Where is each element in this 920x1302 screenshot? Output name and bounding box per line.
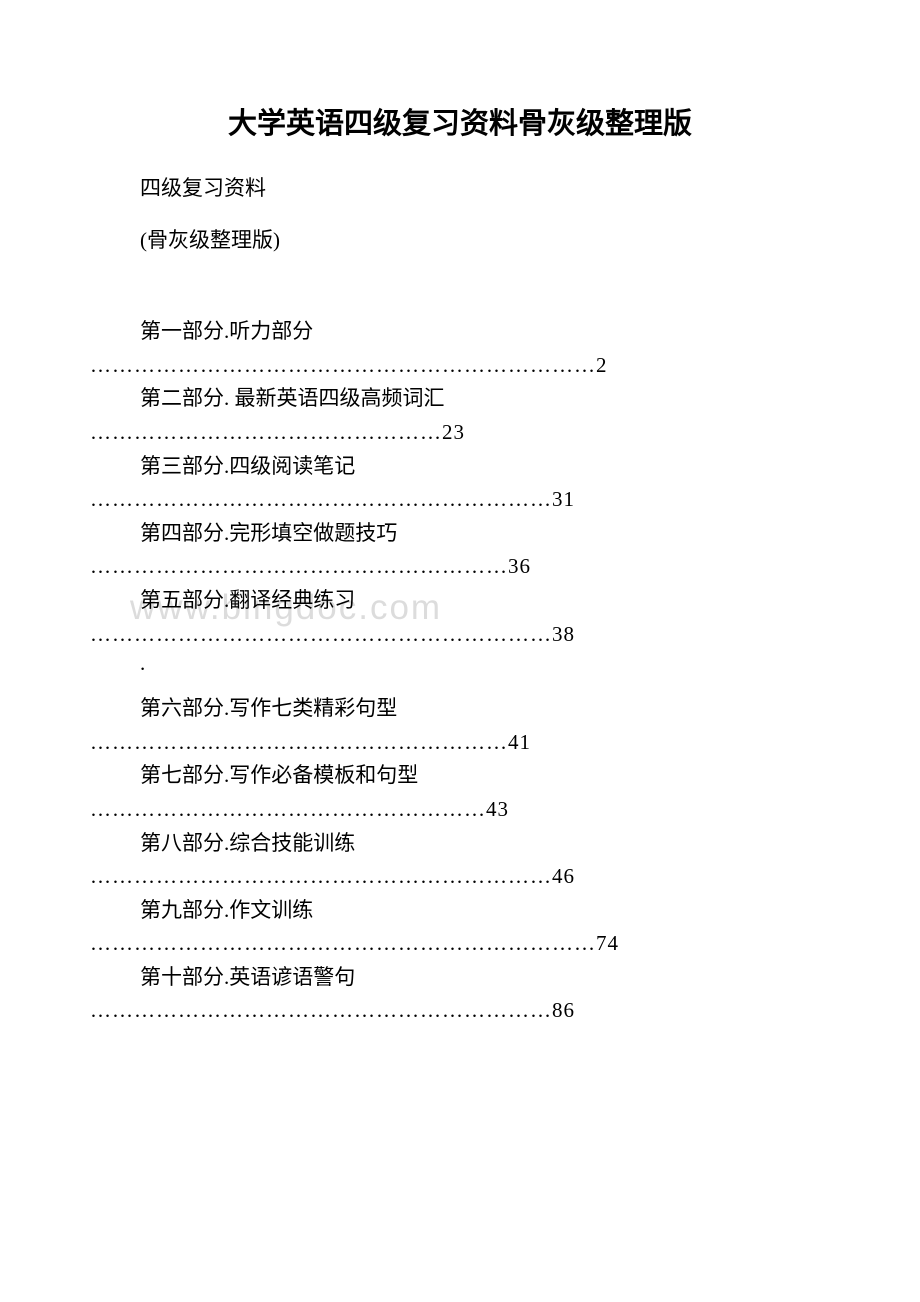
toc-label: 第一部分.听力部分 bbox=[140, 315, 830, 349]
document-title: 大学英语四级复习资料骨灰级整理版 bbox=[90, 100, 830, 142]
toc-dots: ……………………………………………………………74 bbox=[90, 927, 830, 961]
toc-entry-3: 第三部分.四级阅读笔记 ………………………………………………………31 bbox=[90, 450, 830, 517]
toc-entry-8: 第八部分.综合技能训练 ………………………………………………………46 bbox=[90, 827, 830, 894]
toc-label: 第六部分.写作七类精彩句型 bbox=[140, 692, 830, 726]
toc-label: 第四部分.完形填空做题技巧 bbox=[140, 517, 830, 551]
document-content: 大学英语四级复习资料骨灰级整理版 四级复习资料 (骨灰级整理版) 第一部分.听力… bbox=[90, 100, 830, 1028]
toc-entry-10: 第十部分.英语谚语警句 ………………………………………………………86 bbox=[90, 961, 830, 1028]
toc-dots: ………………………………………………………46 bbox=[90, 860, 830, 894]
toc-dots: …………………………………………………36 bbox=[90, 550, 830, 584]
toc-label: 第九部分.作文训练 bbox=[140, 894, 830, 928]
subtitle-line-2: (骨灰级整理版) bbox=[140, 224, 830, 258]
toc-dots: …………………………………………………41 bbox=[90, 726, 830, 760]
toc-entry-9: 第九部分.作文训练 ……………………………………………………………74 bbox=[90, 894, 830, 961]
toc-label: 第七部分.写作必备模板和句型 bbox=[140, 759, 830, 793]
toc-dots: ………………………………………………………86 bbox=[90, 994, 830, 1028]
toc-entry-2: 第二部分. 最新英语四级高频词汇 …………………………………………23 bbox=[90, 382, 830, 449]
spacer bbox=[90, 275, 830, 315]
toc-dots: …………………………………………23 bbox=[90, 416, 830, 450]
toc-label: 第五部分.翻译经典练习 bbox=[140, 584, 830, 618]
toc-dots: ………………………………………………………31 bbox=[90, 483, 830, 517]
toc-label: 第八部分.综合技能训练 bbox=[140, 827, 830, 861]
section-separator: . bbox=[140, 651, 830, 676]
toc-entry-6: 第六部分.写作七类精彩句型 …………………………………………………41 bbox=[90, 692, 830, 759]
toc-entry-5: 第五部分.翻译经典练习 ………………………………………………………38 bbox=[90, 584, 830, 651]
toc-entry-1: 第一部分.听力部分 ……………………………………………………………2 bbox=[90, 315, 830, 382]
toc-dots: ………………………………………………43 bbox=[90, 793, 830, 827]
toc-dots: ………………………………………………………38 bbox=[90, 618, 830, 652]
toc-label: 第二部分. 最新英语四级高频词汇 bbox=[140, 382, 830, 416]
toc-label: 第十部分.英语谚语警句 bbox=[140, 961, 830, 995]
toc-entry-4: 第四部分.完形填空做题技巧 …………………………………………………36 bbox=[90, 517, 830, 584]
subtitle-line-1: 四级复习资料 bbox=[140, 172, 830, 206]
toc-dots: ……………………………………………………………2 bbox=[90, 349, 830, 383]
toc-label: 第三部分.四级阅读笔记 bbox=[140, 450, 830, 484]
toc-entry-7: 第七部分.写作必备模板和句型 ………………………………………………43 bbox=[90, 759, 830, 826]
